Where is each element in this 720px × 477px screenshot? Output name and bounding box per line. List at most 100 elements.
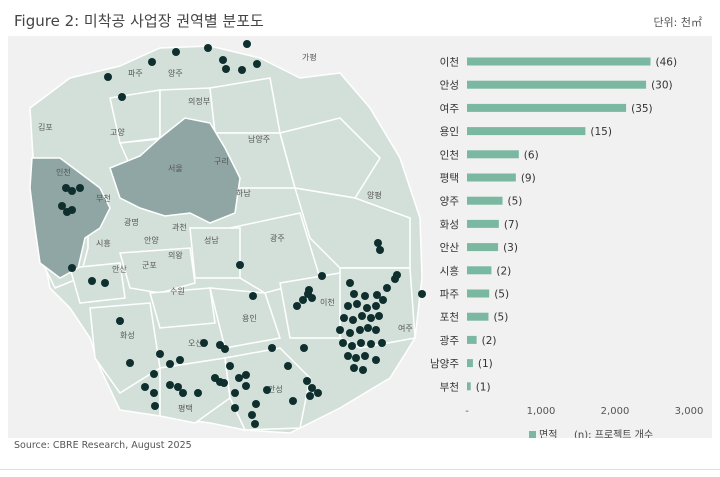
project-dot	[236, 261, 244, 269]
project-dot	[314, 389, 322, 397]
project-dot	[418, 290, 426, 298]
project-dot	[231, 404, 239, 412]
map-label-yangpyeong: 양평	[367, 190, 382, 200]
count-label: (1)	[476, 381, 491, 393]
map-label-pyeongtaek: 평택	[178, 403, 193, 413]
count-label: (46)	[656, 57, 678, 69]
project-dot	[293, 302, 301, 310]
project-dot	[363, 304, 371, 312]
map-label-uijeongbu: 의정부	[188, 96, 210, 106]
project-dot	[226, 362, 234, 370]
legend-swatch	[529, 431, 536, 438]
project-dot	[375, 312, 383, 320]
legend: 면적 (n): 프로젝트 개수	[529, 429, 653, 438]
project-dot	[339, 339, 347, 347]
map-label-yeoju: 여주	[398, 323, 413, 333]
map-label-siheung: 시흥	[96, 238, 111, 248]
project-dot	[358, 312, 366, 320]
project-dot	[148, 58, 156, 66]
legend-area: 면적	[539, 429, 557, 438]
map-highlight	[29, 117, 241, 279]
project-dot	[344, 302, 352, 310]
unit-label: 단위: 천㎡	[653, 16, 702, 29]
project-dot	[222, 65, 230, 73]
map-label-yangju: 양주	[168, 69, 183, 78]
map-label-yongin: 용인	[242, 313, 257, 323]
project-dot	[235, 374, 243, 382]
bar	[467, 150, 519, 159]
project-dot	[289, 397, 297, 405]
project-dot	[242, 371, 250, 379]
region-map: 파주 양주 가평 의정부 고양 김포 남양주 서울 구리 인천 부천 하남 양평…	[29, 40, 426, 434]
x-tick-label: -	[465, 406, 469, 417]
bar	[467, 173, 516, 182]
map-label-namyangju: 남양주	[248, 135, 270, 144]
project-dot	[306, 392, 314, 400]
map-label-seoul: 서울	[168, 164, 183, 173]
project-dot	[308, 294, 316, 302]
project-dot	[350, 290, 358, 298]
project-dot	[344, 352, 352, 360]
map-label-gwacheon: 과천	[172, 222, 187, 232]
map-label-icheon: 이천	[320, 297, 335, 307]
count-label: (35)	[631, 103, 653, 115]
project-dot	[357, 339, 365, 347]
map-label-uiwang: 의왕	[168, 250, 183, 260]
category-label: 시흥	[440, 264, 460, 277]
category-label: 남양주	[430, 358, 459, 370]
project-dot	[174, 383, 182, 391]
project-dot	[68, 206, 76, 214]
project-dot	[383, 284, 391, 292]
project-dot	[126, 359, 134, 367]
category-label: 이천	[440, 57, 459, 69]
project-dot	[76, 184, 84, 192]
category-label: 인천	[440, 149, 459, 161]
map-label-gimpo: 김포	[38, 122, 53, 132]
project-dot	[251, 420, 259, 428]
project-dot	[348, 342, 356, 350]
project-dot	[249, 292, 257, 300]
project-dot	[88, 277, 96, 285]
category-label: 포천	[440, 312, 459, 324]
category-label: 부천	[440, 381, 459, 393]
bar	[467, 289, 490, 298]
project-dot	[116, 317, 124, 325]
bar-chart: - 1,000 2,000 3,000 이천 (46) 안성 (30) 여주 (35) 용인…	[430, 57, 703, 438]
bars: 이천 (46) 안성 (30) 여주 (35) 용인 (15) 인천 (6) 평택 (9) 양주 (5) 화…	[430, 57, 677, 394]
project-dot	[263, 386, 271, 394]
source-note: Source: CBRE Research, August 2025	[14, 440, 192, 451]
project-dots	[58, 40, 426, 428]
bar	[467, 219, 499, 228]
project-dot	[346, 279, 354, 287]
project-dot	[350, 364, 358, 372]
project-dot	[378, 339, 386, 347]
category-label: 안성	[440, 80, 459, 92]
map-land	[29, 45, 423, 434]
project-dot	[340, 314, 348, 322]
project-dot	[372, 302, 380, 310]
project-dot	[367, 340, 375, 348]
project-dot	[372, 326, 380, 334]
project-dot	[104, 73, 112, 81]
bar	[467, 57, 651, 66]
project-dot	[204, 44, 212, 52]
project-dot	[373, 291, 381, 299]
project-dot	[372, 356, 380, 364]
project-dot	[336, 326, 344, 334]
bar	[467, 312, 489, 321]
count-label: (9)	[521, 173, 536, 185]
category-label: 화성	[440, 219, 459, 231]
project-dot	[166, 360, 174, 368]
project-dot	[299, 296, 307, 304]
bar	[467, 382, 471, 391]
bar	[467, 335, 477, 344]
bar	[467, 127, 586, 136]
map-label-ansan: 안산	[112, 264, 127, 274]
map-label-hanam: 하남	[236, 188, 251, 198]
project-dot	[308, 384, 316, 392]
map-label-gapyeong: 가평	[302, 52, 317, 62]
project-dot	[391, 275, 399, 283]
map-label-bucheon: 부천	[96, 193, 111, 203]
count-label: (2)	[496, 265, 511, 277]
project-dot	[268, 344, 276, 352]
